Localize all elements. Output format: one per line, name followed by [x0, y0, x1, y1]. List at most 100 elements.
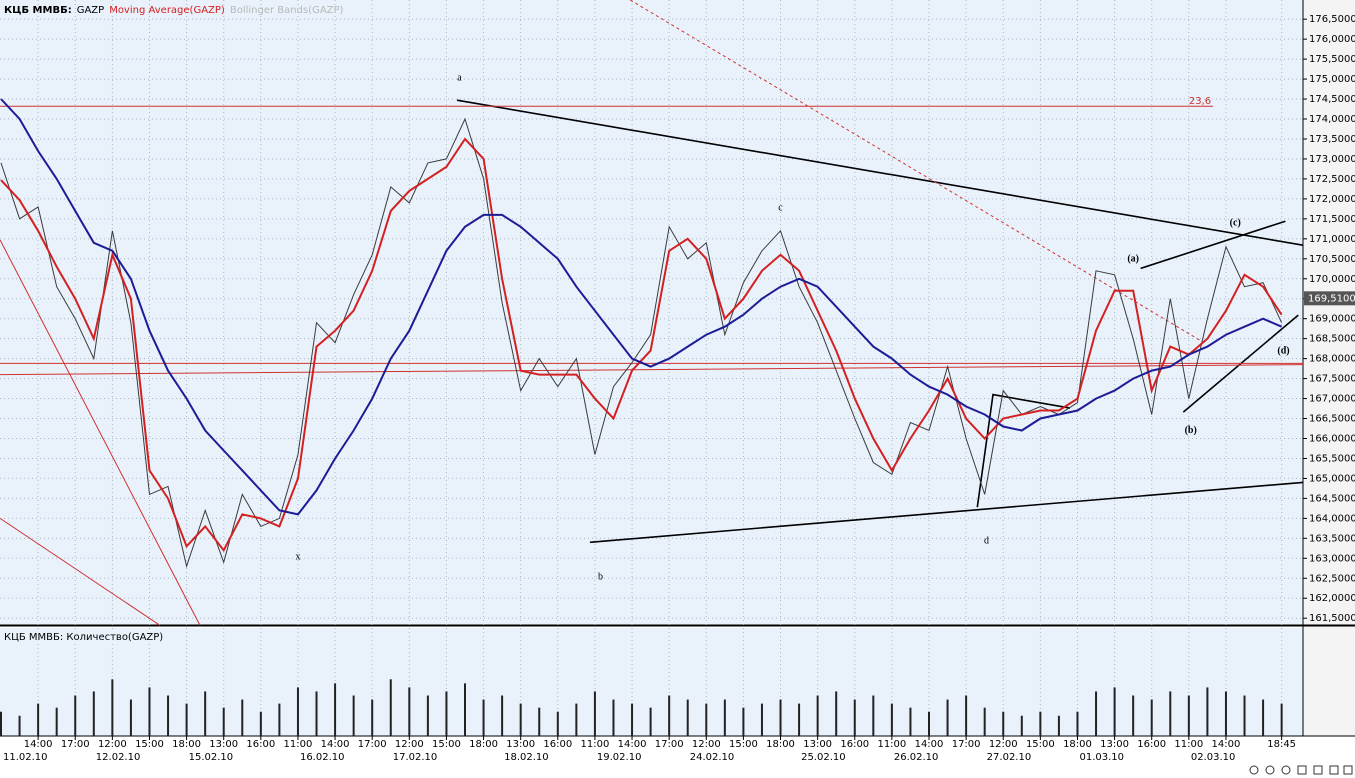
y-tick-label: 164,5000: [1309, 493, 1355, 504]
price-pane: [0, 0, 1303, 625]
y-tick-label: 165,0000: [1309, 473, 1355, 484]
wave-label: 23,6: [1189, 96, 1211, 107]
volume-bar: [946, 699, 949, 736]
wave-label: (d): [1277, 345, 1289, 356]
volume-bar: [482, 699, 485, 736]
volume-bar: [389, 679, 392, 736]
x-tick-label: 14:00: [1212, 739, 1241, 750]
volume-bar: [334, 683, 337, 736]
y-tick-label: 175,0000: [1309, 74, 1355, 85]
legend-entry: Moving Average(GAZP): [109, 5, 225, 16]
volume-bar: [1076, 711, 1079, 736]
zoom-reset[interactable]: [1281, 765, 1291, 775]
save[interactable]: [1343, 765, 1353, 775]
x-tick-label: 14:00: [618, 739, 647, 750]
x-tick-label: 15:00: [432, 739, 461, 750]
volume-bar: [742, 707, 745, 736]
settings[interactable]: [1313, 765, 1323, 775]
date-label: 19.02.10: [597, 752, 642, 763]
trend-line: [1140, 220, 1286, 270]
volume-bar: [1243, 695, 1246, 736]
y-tick-label: 171,0000: [1309, 234, 1355, 245]
trend-line: [0, 239, 201, 626]
volume-bar: [352, 695, 355, 736]
date-label: 24.02.10: [690, 752, 735, 763]
date-label: 12.02.10: [96, 752, 141, 763]
date-label: 27.02.10: [987, 752, 1032, 763]
volume-bar: [18, 715, 21, 736]
y-tick-label: 169,0000: [1309, 314, 1355, 325]
y-tick-label: 165,5000: [1309, 453, 1355, 464]
y-tick-label: 173,0000: [1309, 154, 1355, 165]
x-tick-label: 16:00: [1137, 739, 1166, 750]
y-tick-label: 176,0000: [1309, 34, 1355, 45]
volume-bar: [1057, 715, 1060, 736]
x-tick-label: 11:00: [1174, 739, 1203, 750]
volume-bar: [426, 695, 429, 736]
y-tick-label: 170,0000: [1309, 274, 1355, 285]
volume-bar: [445, 691, 448, 736]
y-tick-label: 176,5000: [1309, 14, 1355, 25]
volume-bar: [74, 695, 77, 736]
wave-label: x: [295, 551, 300, 562]
y-tick-label: 163,0000: [1309, 553, 1355, 564]
date-label: 02.03.10: [1191, 752, 1236, 763]
wave-label: (a): [1127, 253, 1139, 264]
volume-bar: [1224, 691, 1227, 736]
y-tick-label: 162,0000: [1309, 593, 1355, 604]
x-tick-label: 15:00: [135, 739, 164, 750]
volume-bar: [185, 703, 188, 736]
y-tick-label: 166,0000: [1309, 433, 1355, 444]
y-tick-label: 174,5000: [1309, 94, 1355, 105]
volume-bar: [798, 703, 801, 736]
volume-bar: [111, 679, 114, 736]
y-tick-label: 172,0000: [1309, 194, 1355, 205]
x-tick-label: 14:00: [321, 739, 350, 750]
volume-bar: [371, 699, 374, 736]
volume-bar: [501, 695, 504, 736]
x-tick-label: 17:00: [952, 739, 981, 750]
series-line: [0, 98, 1282, 516]
y-tick-label: 166,5000: [1309, 414, 1355, 425]
volume-bar: [167, 695, 170, 736]
volume-bar: [575, 703, 578, 736]
fit[interactable]: [1297, 765, 1307, 775]
y-tick-label: 174,0000: [1309, 114, 1355, 125]
trend-line: [456, 99, 1304, 246]
panel-title: КЦБ ММВБ:: [4, 5, 72, 16]
volume-bar: [723, 699, 726, 736]
wave-label: (b): [1185, 425, 1197, 436]
y-tick-label: 167,0000: [1309, 394, 1355, 405]
y-tick-label: 163,5000: [1309, 533, 1355, 544]
y-tick-label: 172,5000: [1309, 174, 1355, 185]
x-tick-label: 15:00: [729, 739, 758, 750]
volume-bar: [649, 707, 652, 736]
date-label: 16.02.10: [300, 752, 345, 763]
print[interactable]: [1329, 765, 1339, 775]
volume-bar: [538, 707, 541, 736]
zoom-out[interactable]: [1265, 765, 1275, 775]
toolbar: [1249, 765, 1353, 775]
x-tick-label: 12:00: [989, 739, 1018, 750]
x-tick-label: 13:00: [506, 739, 535, 750]
x-tick-label: 17:00: [358, 739, 387, 750]
trend-line: [629, 0, 1201, 341]
volume-bar: [760, 703, 763, 736]
volume-bar: [37, 703, 40, 736]
volume-bar: [593, 691, 596, 736]
legend-entry: GAZP: [77, 5, 104, 16]
volume-bar: [0, 711, 2, 736]
volume-bar: [204, 691, 207, 736]
volume-bar: [408, 687, 411, 736]
x-tick-label: 11:00: [581, 739, 610, 750]
volume-bar: [1187, 695, 1190, 736]
y-tick-label: 171,5000: [1309, 214, 1355, 225]
volume-bar: [705, 703, 708, 736]
volume-bar: [1132, 695, 1135, 736]
volume-bar: [835, 691, 838, 736]
y-tick-label: 167,5000: [1309, 374, 1355, 385]
x-tick-label: 17:00: [61, 739, 90, 750]
zoom-in[interactable]: [1249, 765, 1259, 775]
x-tick-label: 18:45: [1267, 739, 1296, 750]
